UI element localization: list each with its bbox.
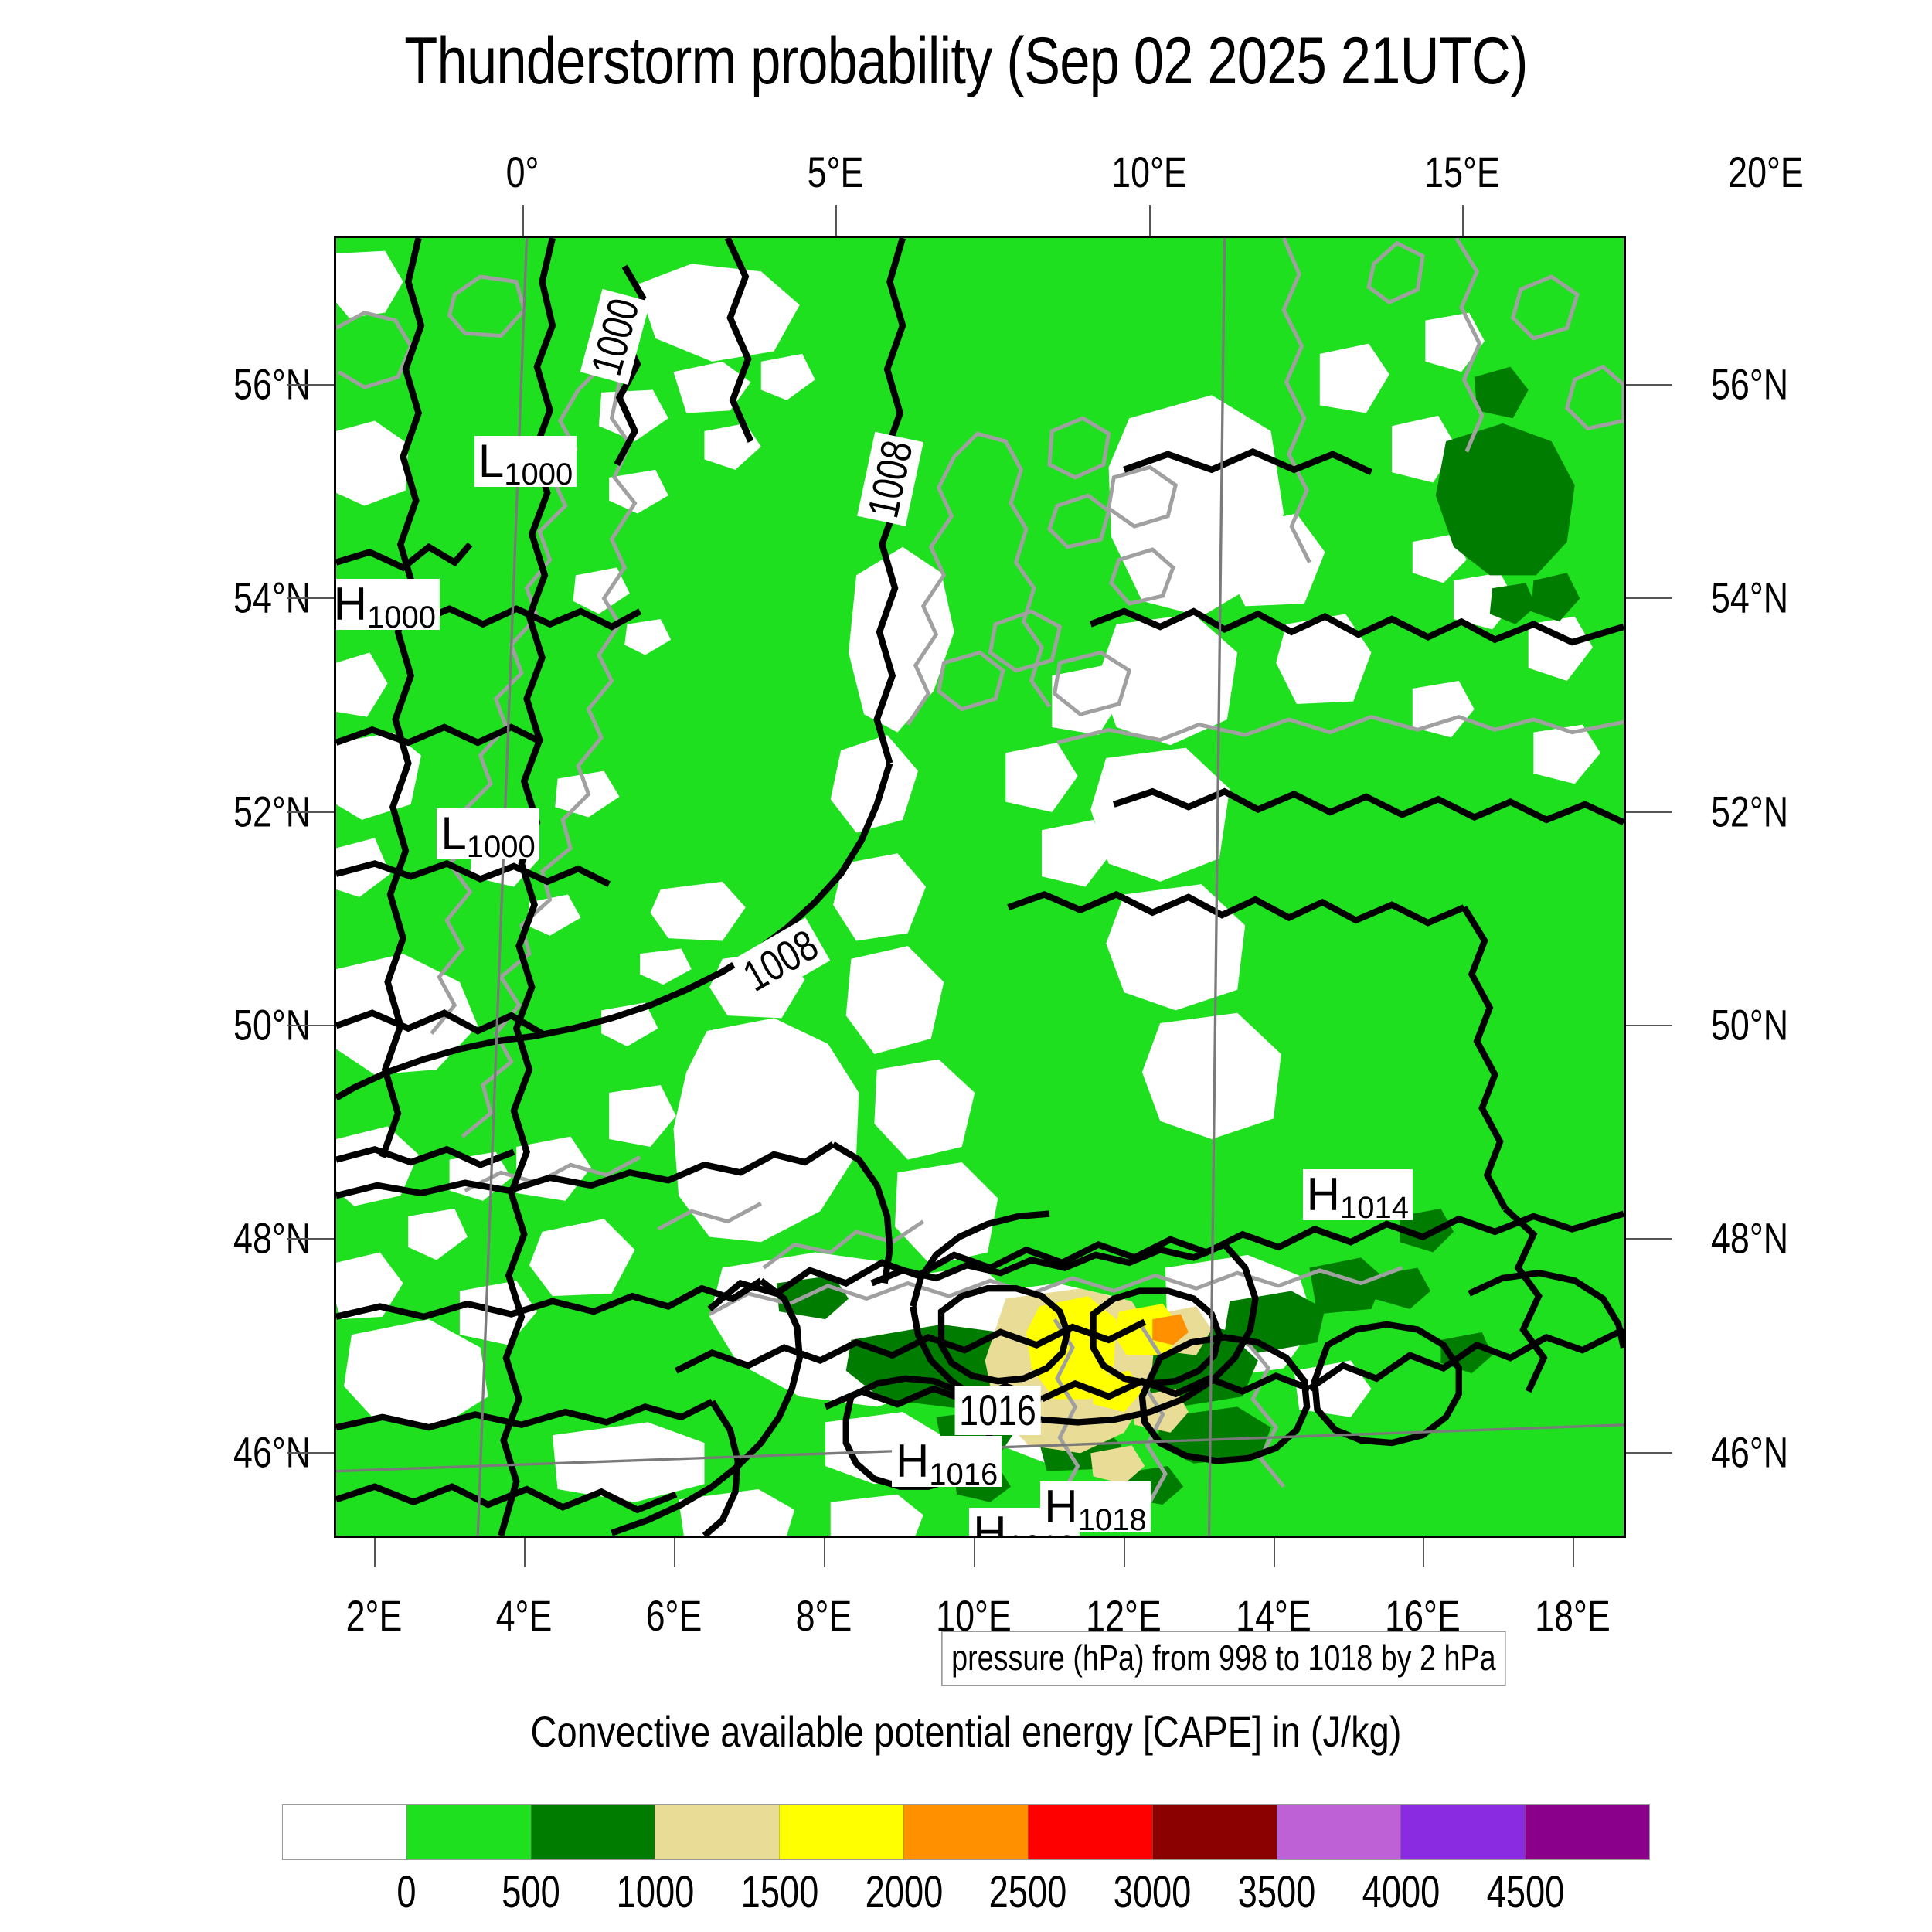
right-tick-label: 52°N bbox=[1711, 787, 1789, 836]
colorbar-swatch-5[interactable] bbox=[903, 1805, 1028, 1859]
bottom-tick-marks bbox=[334, 1538, 1626, 1569]
pressure-note: pressure (hPa) from 998 to 1018 by 2 hPa bbox=[941, 1631, 1506, 1686]
pressure-marker-letter: H bbox=[973, 1506, 1007, 1538]
colorbar-swatch-8[interactable] bbox=[1276, 1805, 1401, 1859]
right-tick-mark bbox=[1626, 1238, 1672, 1240]
pressure-marker-letter: L bbox=[440, 808, 467, 860]
colorbar-swatch-4[interactable] bbox=[779, 1805, 904, 1859]
colorbar-tick-label: 500 bbox=[502, 1867, 560, 1917]
colorbar-swatch-0[interactable] bbox=[283, 1805, 406, 1859]
colorbar-tick-labels: 0 500 1000 1500 2000 2500 3000 3500 4000 4500 bbox=[282, 1866, 1650, 1928]
right-tick-mark bbox=[1626, 811, 1672, 813]
low-pressure-marker: L1000 bbox=[474, 435, 577, 490]
left-tick-mark bbox=[287, 597, 334, 600]
right-tick-label: 54°N bbox=[1711, 573, 1789, 622]
top-longitude-axis: 0° 5°E 10°E 15°E 20°E bbox=[0, 147, 1932, 201]
colorbar-swatch-3[interactable] bbox=[655, 1805, 780, 1859]
top-tick-label: 0° bbox=[505, 148, 539, 196]
pressure-marker-value: 1018 bbox=[1007, 1529, 1076, 1536]
top-tick-label: 20°E bbox=[1727, 148, 1804, 196]
bottom-tick-label: 18°E bbox=[1535, 1591, 1611, 1640]
weather-map[interactable]: L1000H1000L1000H1014H1016H1018H1018H1018… bbox=[334, 236, 1626, 1538]
isobar-label: 1000 bbox=[580, 289, 651, 385]
high-pressure-marker: H1014 bbox=[1302, 1168, 1413, 1223]
colorbar-swatch-10[interactable] bbox=[1525, 1805, 1649, 1859]
colorbar-swatch-6[interactable] bbox=[1027, 1805, 1152, 1859]
top-tick-label: 15°E bbox=[1423, 148, 1500, 196]
cape-band-2000-2500 bbox=[1152, 1314, 1189, 1345]
bottom-tick-label: 6°E bbox=[645, 1591, 702, 1640]
right-tick-mark bbox=[1626, 1451, 1672, 1454]
pressure-marker-letter: H bbox=[334, 578, 367, 631]
low-pressure-marker: L1000 bbox=[437, 808, 539, 862]
pressure-marker-value: 1018 bbox=[1077, 1503, 1147, 1538]
colorbar-tick-label: 2000 bbox=[865, 1867, 943, 1917]
isobar-label: 1008 bbox=[731, 917, 831, 1004]
colorbar-tick-label: 1000 bbox=[616, 1867, 695, 1917]
right-tick-label: 48°N bbox=[1711, 1213, 1789, 1263]
isobar-label: 1008 bbox=[857, 431, 924, 526]
colorbar-tick-label: 2500 bbox=[989, 1867, 1067, 1917]
colorbar-tick-label: 4500 bbox=[1486, 1867, 1565, 1917]
high-pressure-marker: H1018 bbox=[1040, 1481, 1151, 1536]
colorbar-tick-label: 3000 bbox=[1114, 1867, 1192, 1917]
right-tick-label: 46°N bbox=[1711, 1427, 1789, 1477]
colorbar-tick-label: 3500 bbox=[1237, 1867, 1316, 1917]
colorbar-swatches[interactable] bbox=[282, 1804, 1650, 1860]
right-tick-label: 50°N bbox=[1711, 1000, 1789, 1049]
left-tick-mark bbox=[287, 1238, 334, 1240]
pressure-marker-letter: H bbox=[1044, 1481, 1078, 1533]
colorbar-swatch-9[interactable] bbox=[1400, 1805, 1526, 1859]
pressure-marker-value: 1000 bbox=[366, 600, 436, 635]
pressure-marker-value: 1000 bbox=[504, 457, 573, 492]
left-tick-mark bbox=[287, 811, 334, 813]
colorbar[interactable] bbox=[282, 1804, 1650, 1860]
pressure-marker-letter: H bbox=[1306, 1168, 1340, 1220]
right-tick-mark bbox=[1626, 597, 1672, 600]
pressure-marker-letter: H bbox=[895, 1435, 930, 1488]
right-latitude-axis: 56°N 54°N 52°N 50°N 48°N 46°N bbox=[1626, 236, 1932, 1538]
colorbar-swatch-1[interactable] bbox=[406, 1805, 531, 1859]
left-latitude-axis: 56°N 54°N 52°N 50°N 48°N 46°N bbox=[0, 236, 334, 1538]
isobar-label: 1016 bbox=[954, 1385, 1041, 1435]
top-tick-marks bbox=[334, 205, 1626, 236]
bottom-tick-label: 4°E bbox=[495, 1591, 553, 1640]
high-pressure-marker: H1016 bbox=[891, 1435, 1002, 1490]
colorbar-tick-label: 0 bbox=[396, 1867, 417, 1917]
pressure-marker-value: 1014 bbox=[1339, 1190, 1409, 1225]
right-tick-label: 56°N bbox=[1711, 359, 1789, 409]
colorbar-tick-label: 1500 bbox=[740, 1867, 818, 1917]
map-label-overlay: L1000H1000L1000H1014H1016H1018H1018H1018… bbox=[336, 238, 1624, 1536]
left-tick-mark bbox=[287, 1451, 334, 1454]
right-tick-mark bbox=[1626, 384, 1672, 386]
high-pressure-marker: H1000 bbox=[334, 578, 440, 633]
bottom-tick-label: 8°E bbox=[795, 1591, 852, 1640]
colorbar-tick-label: 4000 bbox=[1362, 1867, 1440, 1917]
left-tick-mark bbox=[287, 384, 334, 386]
pressure-marker-value: 1000 bbox=[466, 830, 536, 865]
top-tick-label: 5°E bbox=[807, 148, 864, 196]
pressure-marker-value: 1016 bbox=[929, 1458, 998, 1492]
pressure-marker-letter: L bbox=[478, 435, 505, 488]
colorbar-swatch-7[interactable] bbox=[1151, 1805, 1277, 1859]
page-title: Thunderstorm probability (Sep 02 2025 21… bbox=[404, 24, 1528, 98]
bottom-tick-label: 2°E bbox=[345, 1591, 403, 1640]
colorbar-swatch-2[interactable] bbox=[530, 1805, 655, 1859]
left-tick-mark bbox=[287, 1025, 334, 1027]
top-tick-label: 10°E bbox=[1111, 148, 1187, 196]
bottom-longitude-axis: 2°E 4°E 6°E 8°E 10°E 12°E 14°E 16°E 18°E bbox=[0, 1569, 1932, 1640]
right-tick-mark bbox=[1626, 1025, 1672, 1027]
colorbar-title: Convective available potential energy [C… bbox=[530, 1707, 1402, 1756]
